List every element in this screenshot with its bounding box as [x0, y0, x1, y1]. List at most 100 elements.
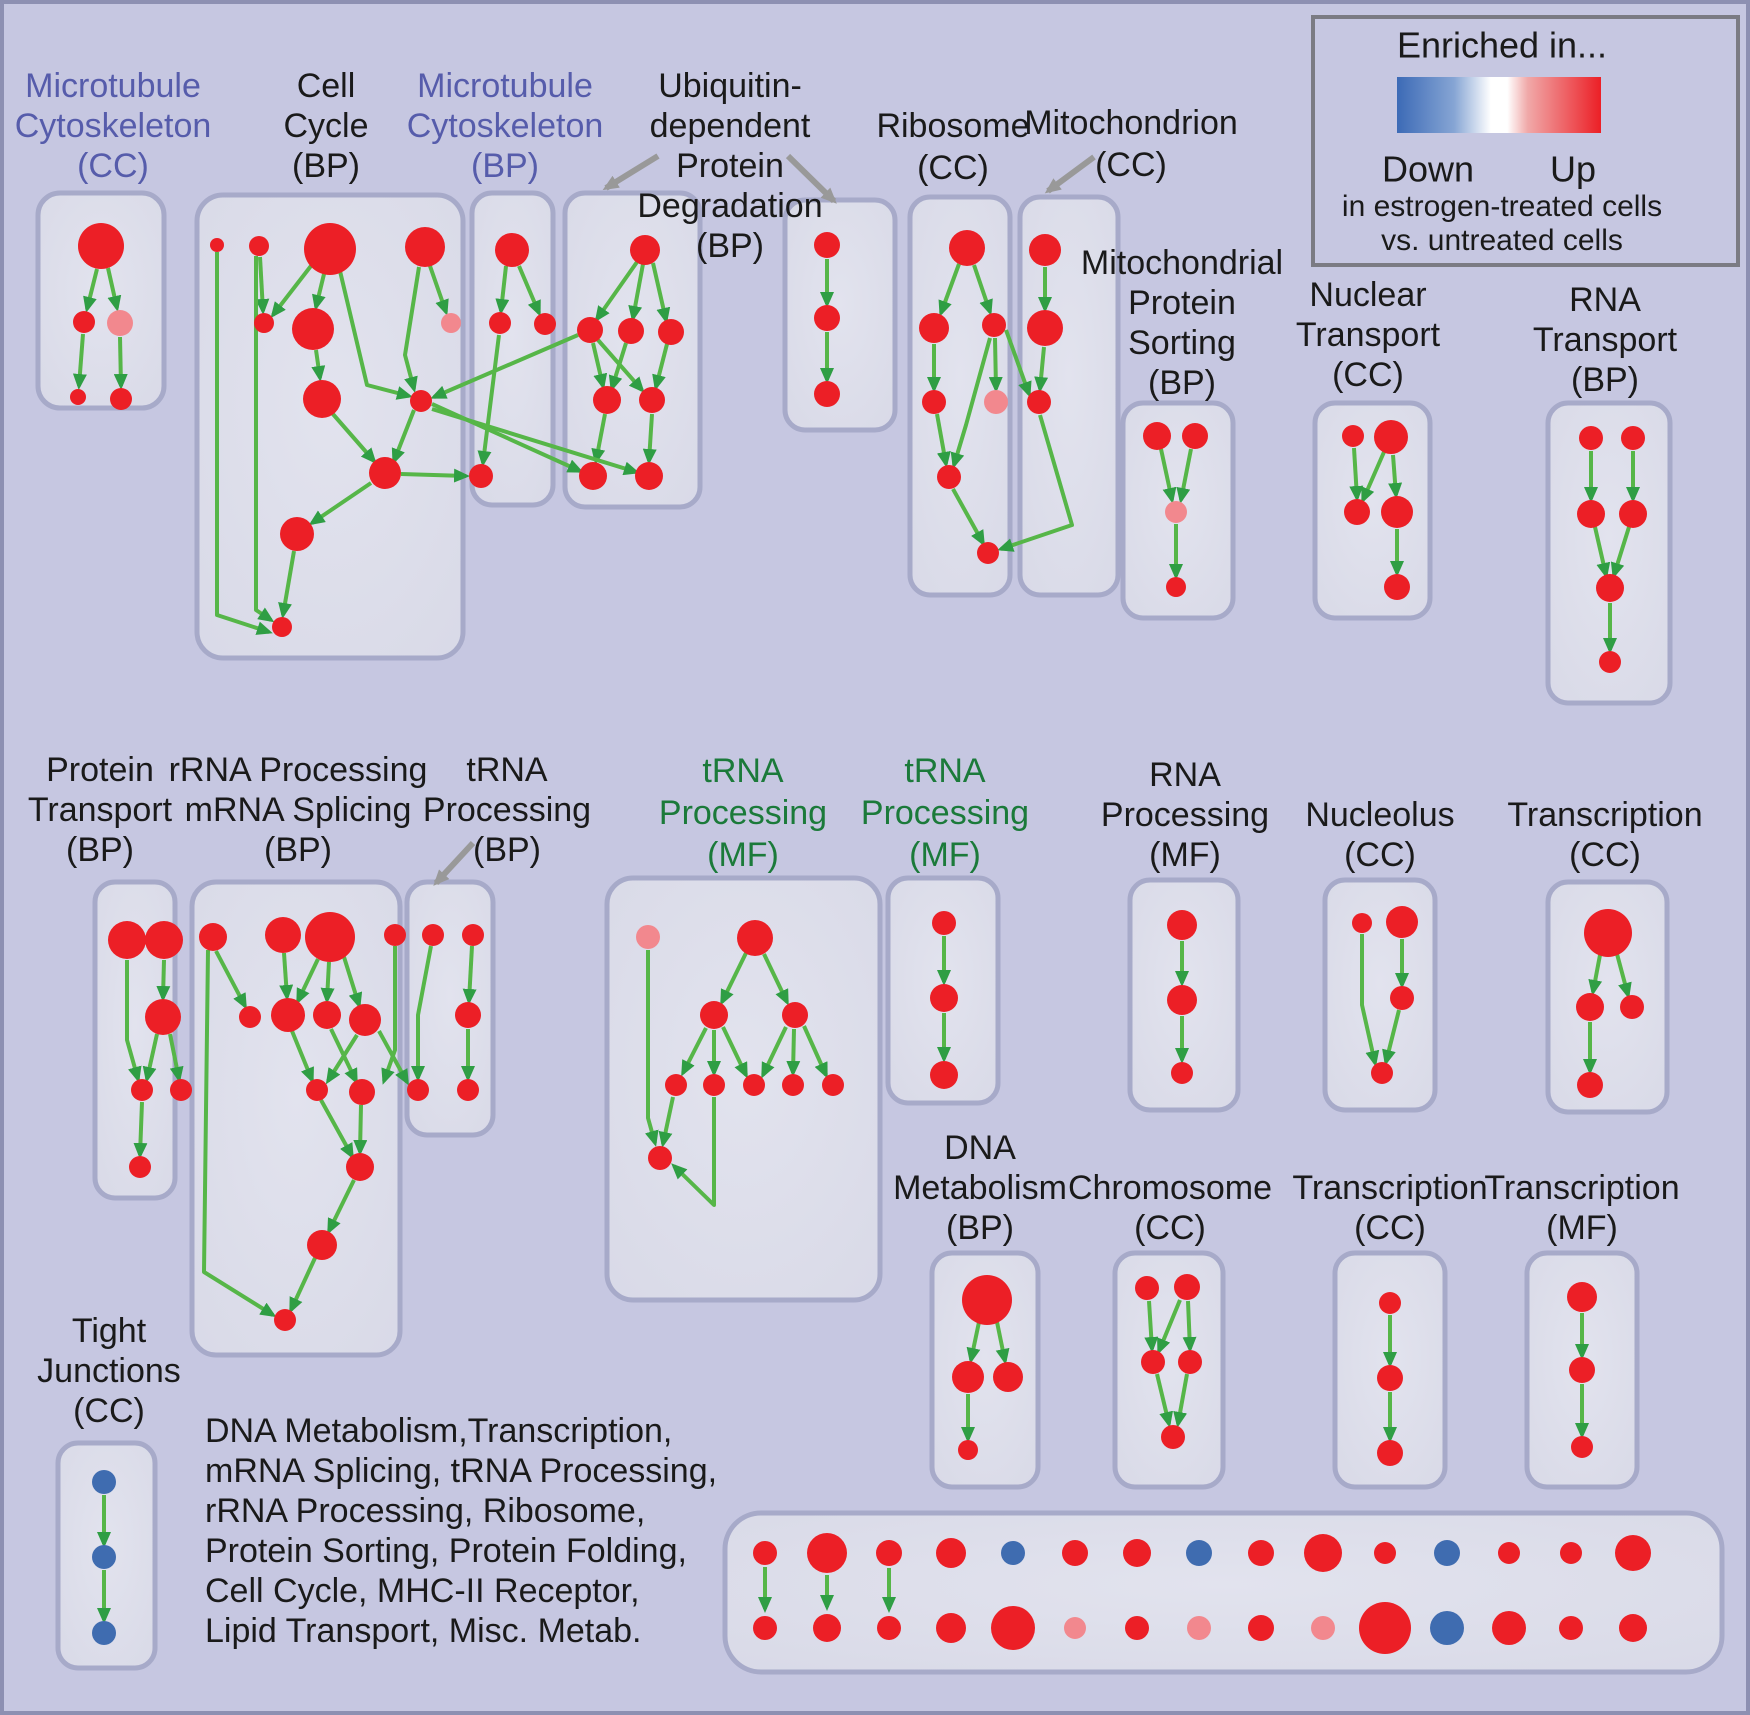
microtubule-cytoskeleton-cc-edge: [83, 268, 99, 313]
rna-transport-bp-node-5: [1599, 651, 1621, 673]
mitochondrion-cc-label-line-0: Mitochondrion: [1024, 104, 1238, 142]
misc-top-node-5: [1062, 1540, 1088, 1566]
protein-transport-bp-edge: [168, 1033, 184, 1083]
trna-processing-mf-large-node-9: [648, 1146, 672, 1170]
ubiquitin-dependent-protein-degradation-bp-edge: [596, 338, 645, 394]
dna-metabolism-bp-node-3: [958, 1440, 978, 1460]
dna-metabolism-bp-label-line-1: Metabolism: [893, 1169, 1067, 1207]
trna-processing-mf-large-edge: [761, 1026, 788, 1079]
cell-cycle-bp-node-5: [292, 308, 334, 350]
trna-processing-bp-node-1: [462, 924, 484, 946]
dna-metabolism-bp-node-1: [952, 1361, 984, 1393]
microtubule-cytoskeleton-bp-node-0: [495, 233, 529, 267]
trna-processing-mf-large-edge: [658, 1096, 675, 1148]
rrna-processing-mrna-splicing-bp-node-7: [349, 1004, 381, 1036]
legend-down-label: Down: [1382, 149, 1474, 190]
misc-bottom-node-11: [1430, 1611, 1464, 1645]
ribosome-cc-edge: [988, 337, 1003, 393]
transcription-mf-label-line-0: Transcription: [1484, 1169, 1679, 1207]
chromosome-cc-label-line-0: Chromosome: [1068, 1169, 1272, 1207]
label-pointer-arrow-1: [785, 153, 837, 204]
tight-junctions-cc-node-1: [92, 1545, 116, 1569]
rrna-processing-mrna-splicing-bp-edge: [320, 961, 335, 1004]
misc-terms-label-line-4: Cell Cycle, MHC-II Receptor,: [205, 1572, 640, 1610]
mitochondrial-protein-sorting-bp-label-line-2: Sorting: [1128, 324, 1236, 362]
ribosome-cc-node-5: [937, 465, 961, 489]
transcription-mf-node-1: [1569, 1357, 1595, 1383]
protein-transport-bp-edge: [142, 1033, 159, 1083]
misc-top-node-0: [753, 1541, 777, 1565]
trna-processing-mf-large-node-2: [700, 1001, 728, 1029]
ubiquitin-degradation-box-2-node-1: [814, 305, 840, 331]
trna-processing-mf-small-node-0: [932, 911, 956, 935]
misc-bottom-node-4: [991, 1606, 1035, 1650]
ribosome-cc-edge: [935, 413, 951, 468]
mitochondrion-cc-node-0: [1029, 234, 1061, 266]
nuclear-transport-cc-label-line-0: Nuclear: [1309, 276, 1426, 314]
trna-processing-mf-small-node-2: [930, 1061, 958, 1089]
mitochondrial-protein-sorting-bp-label-line-1: Protein: [1128, 284, 1236, 322]
ubiquitin-degradation-box-2-box: [782, 197, 898, 433]
mitochondrion-cc-edge: [1034, 346, 1049, 393]
label-pointer-arrow-3: [433, 840, 476, 886]
ubiquitin-dependent-protein-degradation-bp-label-line-1: dependent: [650, 107, 811, 145]
dna-metabolism-bp-label-line-2: (BP): [946, 1209, 1014, 1247]
mitochondrion-cc-node-2: [1027, 390, 1051, 414]
misc-bottom-node-8: [1248, 1615, 1274, 1641]
transcription-cc-middle-node-2: [1620, 995, 1644, 1019]
cross-cluster-edge: [377, 1030, 409, 1086]
rna-transport-bp-node-0: [1579, 426, 1603, 450]
nucleolus-cc-node-2: [1390, 986, 1414, 1010]
ribosome-cc-edge: [938, 263, 961, 317]
rna-processing-mf-label-line-2: (MF): [1149, 836, 1221, 874]
microtubule-cytoskeleton-cc-label-line-1: Cytoskeleton: [15, 107, 212, 145]
misc-top-node-13: [1560, 1542, 1582, 1564]
cell-cycle-bp-node-2: [304, 223, 356, 275]
rrna-processing-mrna-splicing-bp-node-12: [274, 1309, 296, 1331]
transcription-cc-middle-edge: [1588, 954, 1603, 996]
rna-transport-bp-node-3: [1619, 500, 1647, 528]
trna-processing-mf-large-node-0: [636, 925, 660, 949]
chromosome-cc-edge: [1157, 1299, 1182, 1355]
trna-processing-bp-label-line-0: tRNA: [466, 751, 548, 789]
ribosome-cc-edge: [972, 264, 993, 316]
mitochondrial-protein-sorting-bp-label-line-3: (BP): [1148, 364, 1216, 402]
rrna-processing-mrna-splicing-bp-label-line-0: rRNA Processing: [169, 751, 428, 789]
microtubule-cytoskeleton-bp-node-1: [489, 312, 511, 334]
rrna-processing-mrna-splicing-bp-edge: [296, 958, 320, 1005]
trna-processing-mf-large-node-5: [703, 1074, 725, 1096]
mitochondrion-cc-label-line-1: (CC): [1095, 146, 1167, 184]
nucleolus-cc-node-0: [1352, 913, 1372, 933]
ubiquitin-dependent-protein-degradation-bp-node-6: [579, 462, 607, 490]
ubiquitin-dependent-protein-degradation-bp-node-2: [618, 318, 644, 344]
cross-cluster-edge: [430, 333, 579, 399]
chromosome-cc-edge: [1144, 1300, 1159, 1353]
misc-terms-label-line-2: rRNA Processing, Ribosome,: [205, 1492, 645, 1530]
ubiquitin-dependent-protein-degradation-bp-node-4: [593, 386, 621, 414]
rrna-processing-mrna-splicing-bp-node-1: [265, 917, 301, 953]
dna-metabolism-bp-node-2: [993, 1362, 1023, 1392]
trna-processing-bp-node-2: [455, 1002, 481, 1028]
cell-cycle-bp-edge: [308, 481, 373, 526]
cell-cycle-bp-node-4: [254, 313, 274, 333]
trna-processing-mf-large-edge: [720, 952, 748, 1006]
protein-transport-bp-node-2: [145, 999, 181, 1035]
nuclear-transport-cc-label-line-1: Transport: [1296, 316, 1441, 354]
rrna-processing-mrna-splicing-bp-edge: [214, 950, 247, 1010]
microtubule-cytoskeleton-cc-node-0: [78, 223, 124, 269]
rna-transport-bp-label-line-2: (BP): [1571, 361, 1639, 399]
trna-processing-bp-label-line-1: Processing: [423, 791, 591, 829]
rrna-processing-mrna-splicing-bp-node-2: [305, 912, 355, 962]
chromosome-cc-node-2: [1141, 1350, 1165, 1374]
cell-cycle-bp-edge: [215, 252, 273, 635]
misc-terms-label-line-5: Lipid Transport, Misc. Metab.: [205, 1612, 642, 1650]
cell-cycle-bp-edge: [338, 270, 413, 400]
cell-cycle-bp-edge: [278, 550, 296, 619]
protein-transport-bp-label-line-0: Protein: [46, 751, 154, 789]
microtubule-cytoskeleton-cc-edge: [106, 267, 122, 312]
trna-processing-mf-large-node-7: [782, 1074, 804, 1096]
microtubule-cytoskeleton-cc-box: [35, 190, 167, 411]
